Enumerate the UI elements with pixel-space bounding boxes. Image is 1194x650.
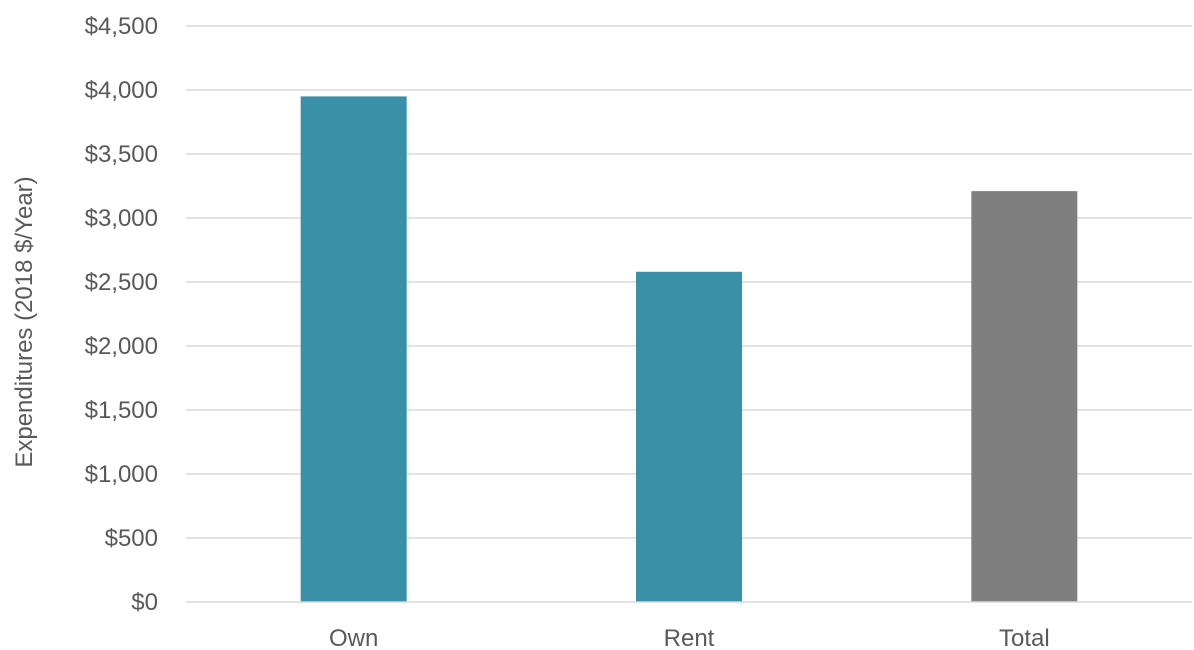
x-tick-label-own: Own (329, 625, 378, 650)
y-tick-label: $2,500 (85, 269, 158, 296)
y-tick-label: $2,000 (85, 333, 158, 360)
x-tick-label-rent: Rent (664, 625, 715, 650)
bar-total (971, 191, 1078, 602)
bar-own (300, 96, 407, 603)
y-tick-label: $3,500 (85, 141, 158, 168)
y-axis-title: Expenditures (2018 $/Year) (11, 176, 38, 467)
y-tick-label: $4,000 (85, 77, 158, 104)
y-tick-label: $1,000 (85, 461, 158, 488)
y-axis-tick-labels: $0 $500 $1,000 $1,500 $2,000 $2,500 $3,000 $3,5… (85, 13, 158, 616)
x-axis-tick-labels: Own Rent Total (329, 625, 1050, 650)
bars (300, 96, 1078, 603)
y-tick-label: $500 (105, 525, 158, 552)
bar-rent (636, 271, 742, 602)
x-tick-label-total: Total (999, 625, 1050, 650)
y-tick-label: $3,000 (85, 205, 158, 232)
y-tick-label: $1,500 (85, 397, 158, 424)
y-tick-label: $0 (131, 589, 158, 616)
y-tick-label: $4,500 (85, 13, 158, 40)
